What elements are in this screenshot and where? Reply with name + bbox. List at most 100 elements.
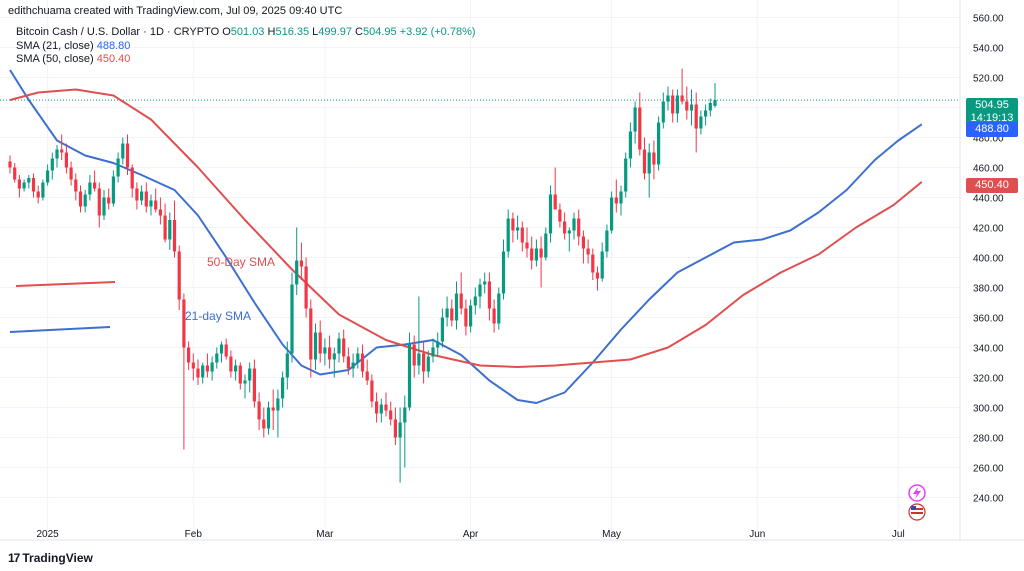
candle[interactable] — [224, 338, 228, 360]
candle[interactable] — [422, 341, 426, 384]
candle[interactable] — [149, 194, 153, 216]
sma21-line[interactable] — [9, 69, 923, 404]
candle[interactable] — [219, 341, 224, 363]
candle[interactable] — [295, 227, 299, 296]
candle[interactable] — [93, 170, 97, 192]
candle[interactable] — [144, 182, 148, 213]
candle[interactable] — [534, 239, 538, 267]
candle[interactable] — [271, 389, 275, 431]
candle[interactable] — [116, 152, 120, 183]
candle[interactable] — [365, 359, 369, 386]
candle[interactable] — [257, 392, 261, 431]
candle[interactable] — [332, 347, 336, 378]
candle[interactable] — [675, 89, 679, 123]
candle[interactable] — [600, 242, 604, 282]
candle[interactable] — [520, 221, 524, 252]
candle[interactable] — [426, 350, 430, 378]
candle[interactable] — [713, 82, 717, 108]
candle[interactable] — [454, 281, 459, 330]
candle[interactable] — [544, 227, 548, 261]
candle[interactable] — [567, 227, 571, 252]
candle[interactable] — [586, 239, 590, 264]
candle[interactable] — [595, 266, 600, 291]
candle[interactable] — [403, 395, 407, 468]
candle[interactable] — [577, 209, 581, 246]
candle[interactable] — [628, 122, 632, 168]
candle[interactable] — [323, 338, 327, 366]
candle[interactable] — [492, 299, 496, 333]
candle[interactable] — [384, 392, 388, 417]
candle[interactable] — [318, 320, 322, 363]
candle[interactable] — [234, 359, 238, 381]
candle[interactable] — [201, 362, 205, 384]
candle[interactable] — [379, 398, 383, 423]
candle[interactable] — [22, 179, 26, 192]
candle[interactable] — [652, 140, 656, 180]
candle[interactable] — [111, 170, 115, 207]
candle[interactable] — [525, 227, 529, 258]
candle[interactable] — [610, 191, 614, 234]
candle[interactable] — [671, 89, 675, 123]
sma50-line[interactable] — [9, 88, 923, 368]
candle[interactable] — [440, 308, 444, 348]
candle[interactable] — [187, 341, 191, 371]
candle[interactable] — [266, 401, 271, 435]
candle[interactable] — [309, 299, 313, 378]
candle[interactable] — [304, 257, 308, 318]
candle[interactable] — [281, 371, 285, 408]
candle[interactable] — [337, 332, 341, 363]
candle[interactable] — [699, 110, 703, 135]
sma50-legend[interactable]: SMA (50, close) 450.40 — [16, 53, 131, 65]
candle[interactable] — [657, 116, 661, 171]
lightning-alert-icon[interactable] — [908, 484, 926, 502]
candle[interactable] — [478, 278, 482, 309]
candle[interactable] — [375, 392, 379, 423]
candle[interactable] — [285, 341, 289, 390]
candle[interactable] — [511, 212, 515, 243]
candle[interactable] — [163, 203, 167, 243]
candle[interactable] — [262, 407, 266, 438]
candle[interactable] — [13, 163, 17, 183]
candle[interactable] — [135, 182, 139, 210]
candle[interactable] — [140, 185, 144, 206]
candle[interactable] — [450, 299, 454, 327]
candle[interactable] — [121, 137, 125, 165]
candle[interactable] — [661, 92, 665, 129]
candle[interactable] — [689, 89, 694, 126]
candle[interactable] — [248, 362, 252, 393]
candle[interactable] — [370, 374, 374, 408]
candle[interactable] — [680, 68, 684, 105]
candle[interactable] — [31, 173, 36, 198]
candle[interactable] — [459, 272, 463, 315]
candle[interactable] — [581, 230, 585, 264]
candle[interactable] — [55, 145, 59, 168]
candle[interactable] — [210, 356, 214, 381]
candle[interactable] — [60, 134, 64, 161]
candle[interactable] — [483, 272, 487, 294]
candle[interactable] — [360, 344, 365, 378]
candle[interactable] — [553, 167, 557, 210]
candle[interactable] — [548, 185, 553, 243]
candle[interactable] — [501, 239, 506, 300]
candle[interactable] — [464, 299, 468, 336]
candle[interactable] — [46, 164, 50, 186]
candle[interactable] — [107, 188, 111, 210]
candle[interactable] — [177, 245, 181, 311]
candle[interactable] — [487, 272, 491, 321]
candle[interactable] — [172, 200, 177, 258]
candle[interactable] — [154, 188, 158, 213]
candle[interactable] — [412, 335, 416, 378]
candle[interactable] — [516, 215, 520, 240]
candle[interactable] — [436, 332, 440, 357]
candle[interactable] — [252, 359, 256, 408]
candle[interactable] — [74, 173, 78, 201]
candle[interactable] — [445, 296, 449, 327]
candle[interactable] — [69, 161, 73, 186]
candle[interactable] — [539, 236, 543, 288]
candle[interactable] — [638, 92, 642, 156]
candle[interactable] — [276, 389, 280, 438]
candle[interactable] — [41, 179, 45, 201]
candle[interactable] — [647, 143, 651, 198]
candle[interactable] — [417, 296, 421, 375]
